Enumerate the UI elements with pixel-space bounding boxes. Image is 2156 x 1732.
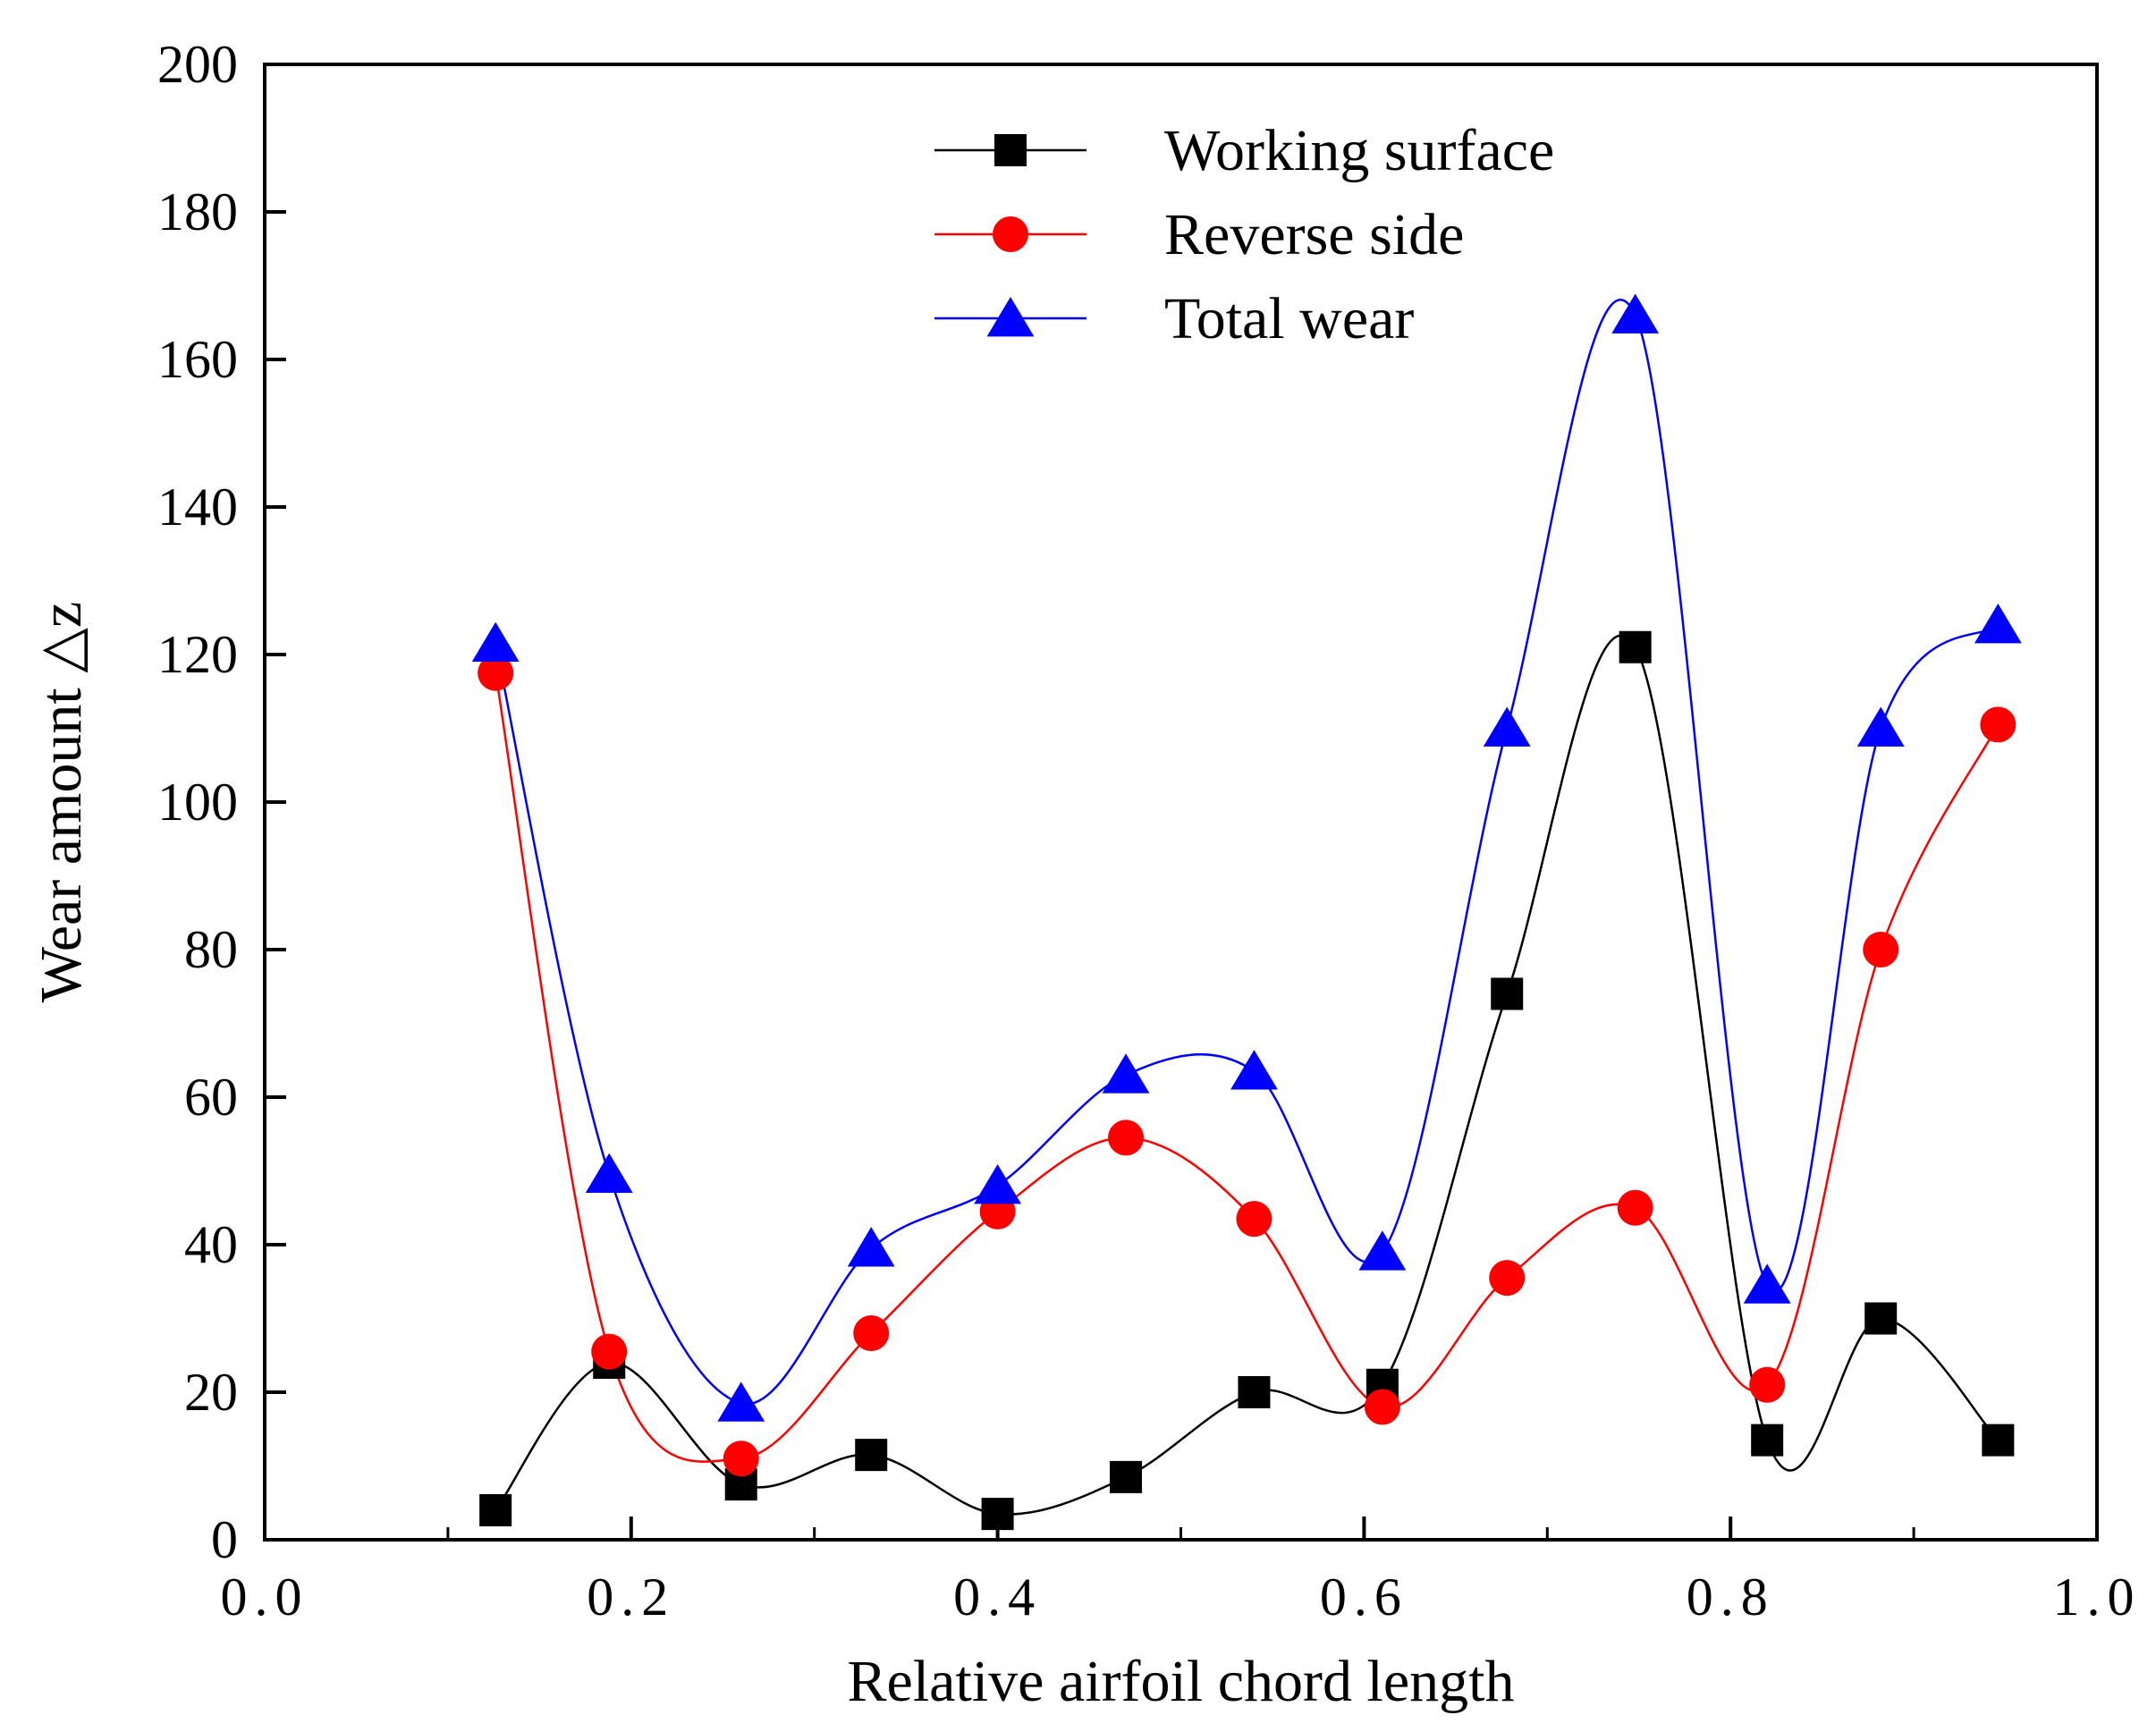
y-tick-label: 40 [184,1215,238,1274]
working-surface-point [1238,1376,1271,1408]
y-tick-label: 20 [184,1363,238,1422]
total-wear-line [494,299,2000,1406]
y-tick-label: 100 [157,773,238,832]
x-tick-label: 1.0 [2053,1567,2142,1626]
reverse-side-point [1617,1189,1653,1226]
working-surface-point [1491,977,1524,1010]
y-tick-label: 120 [157,625,238,684]
y-tick-label: 160 [157,330,238,389]
x-tick-label: 0.2 [587,1567,675,1626]
total-wear-point [585,1153,633,1194]
total-wear-point [1358,1230,1407,1271]
series-markers [471,293,2022,1531]
legend-label-working-surface: Working surface [1164,118,1554,183]
total-wear-point [471,621,520,663]
y-tick-label: 0 [211,1510,238,1569]
total-wear-point [1102,1053,1150,1094]
total-wear-point [1611,293,1660,334]
y-tick-label: 60 [184,1068,238,1127]
legend-marker-working-surface [994,134,1027,166]
reverse-side-point [1364,1389,1400,1425]
y-tick-label: 180 [157,182,238,241]
y-tick-label: 140 [157,477,238,536]
reverse-side-point [1236,1201,1272,1238]
reverse-side-point [1980,706,2016,743]
legend-label-reverse-side: Reverse side [1164,202,1464,267]
reverse-side-point [478,655,514,691]
axis-ticks [263,63,2099,1542]
reverse-side-point [1863,932,1899,967]
total-wear-point [1743,1263,1791,1304]
total-wear-point [1974,604,2022,644]
total-wear-point [1483,706,1531,747]
y-tick-label: 200 [157,35,238,94]
series-curves [494,299,2000,1516]
working-surface-point [1864,1302,1898,1335]
reverse-side-point [723,1441,759,1477]
reverse-side-point [591,1333,628,1370]
x-tick-label: 0.0 [221,1567,309,1626]
working-surface-point [479,1494,512,1526]
working-surface-point [1751,1424,1784,1457]
working-surface-point [1982,1424,2015,1457]
total-wear-point [847,1227,895,1267]
y-axis-title: Wear amount △z [29,602,94,1003]
legend-marker-reverse-side [993,216,1028,252]
x-tick-label: 0.4 [953,1567,1042,1626]
total-wear-point [974,1164,1021,1204]
x-tick-label: 0.6 [1320,1567,1408,1626]
axis-tick-labels: 0.0 0.2 0.4 0.6 0.8 1.0 0 20 40 60 80 100 120 140 160 1… [157,35,2142,1626]
y-tick-label: 80 [184,920,238,979]
legend: Working surface Reverse side Total wear [934,118,1554,351]
x-axis-title: Relative airfoil chord length [848,1649,1515,1714]
total-wear-point [717,1381,765,1422]
reverse-side-point [1749,1366,1786,1403]
working-surface-point [1110,1460,1143,1493]
total-wear-point [1230,1050,1278,1090]
reverse-side-point [1108,1119,1145,1156]
legend-label-total-wear: Total wear [1164,286,1414,351]
x-tick-label: 0.8 [1687,1567,1775,1626]
legend-marker-total-wear [986,297,1035,337]
reverse-side-point [853,1315,890,1351]
total-wear-point [1856,706,1905,747]
reverse-side-point [1489,1260,1526,1297]
working-surface-point [1619,630,1652,663]
working-surface-point [855,1439,888,1472]
